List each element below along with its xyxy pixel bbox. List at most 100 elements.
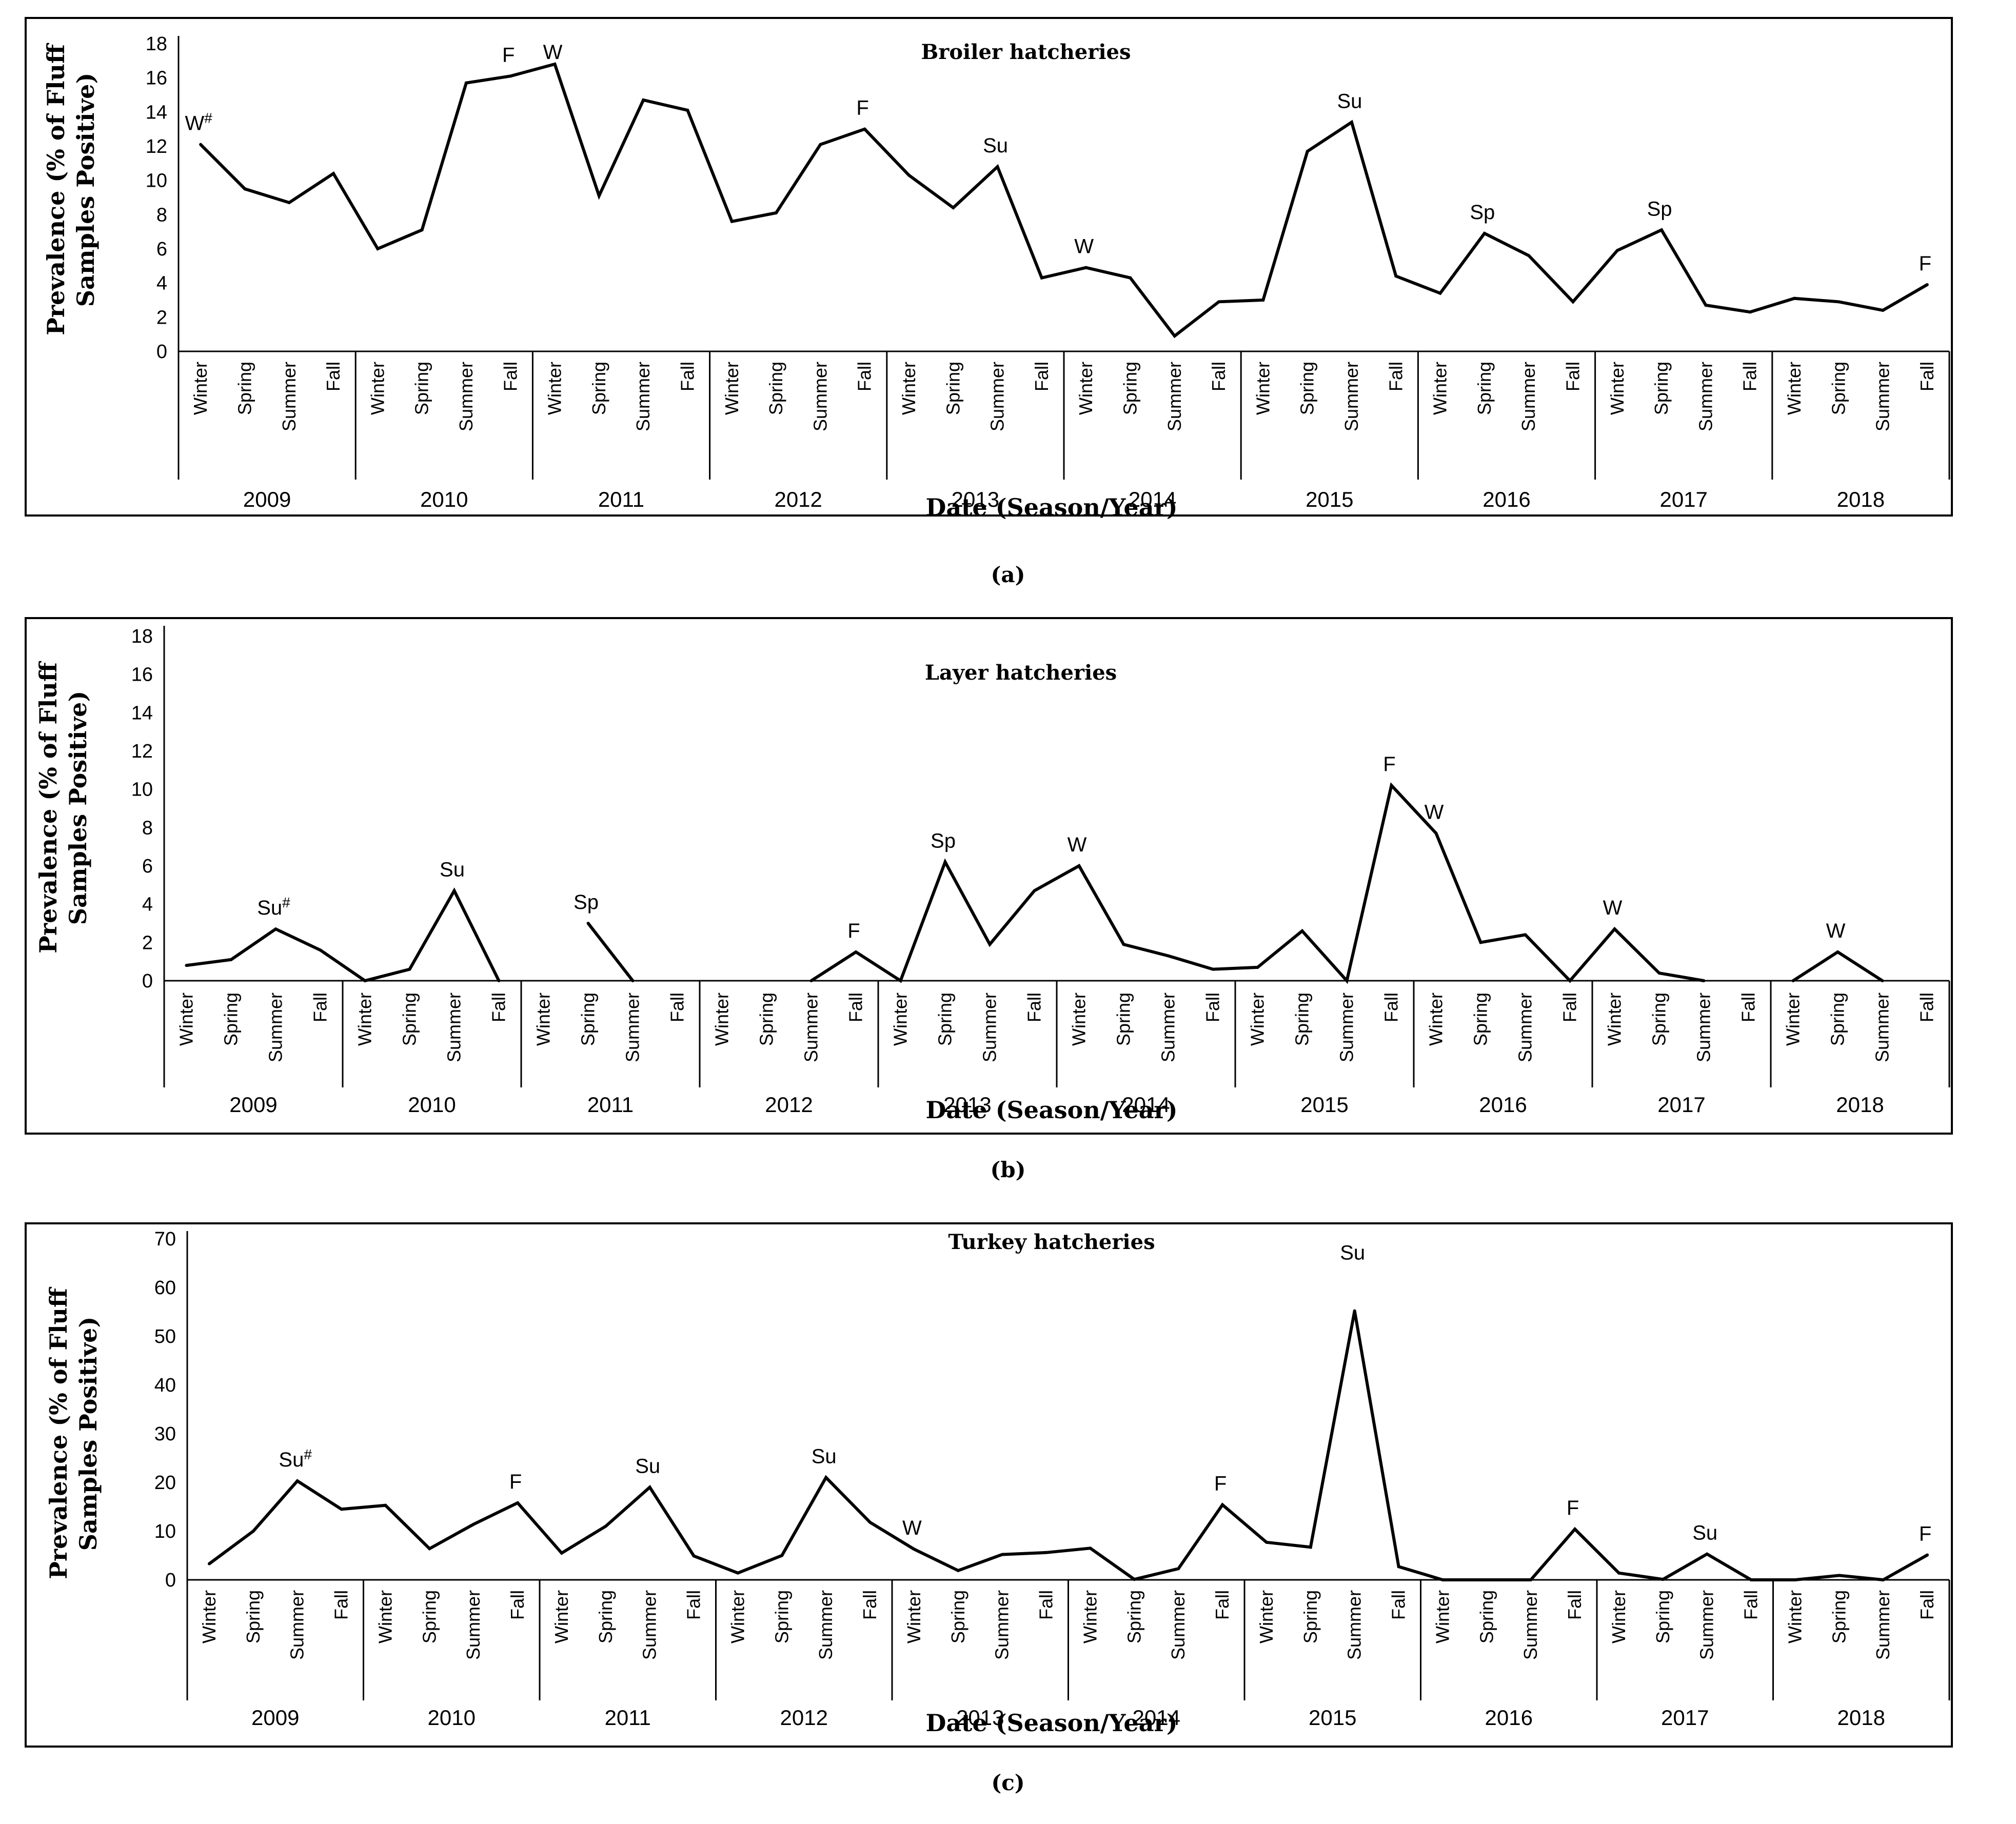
season-tick-label: Summer bbox=[1695, 362, 1716, 431]
y-tick-label: 6 bbox=[142, 856, 153, 877]
season-tick-label: Winter bbox=[1252, 362, 1273, 415]
y-tick-label: 50 bbox=[154, 1326, 176, 1347]
data-point bbox=[1309, 1545, 1312, 1549]
data-point bbox=[1660, 228, 1664, 232]
panel-frame bbox=[25, 17, 1953, 517]
peak-season-label: Su bbox=[1337, 90, 1362, 112]
data-point bbox=[1044, 1551, 1048, 1554]
data-point bbox=[1129, 276, 1132, 280]
season-tick-label: Winter bbox=[903, 1590, 924, 1643]
data-point bbox=[1438, 291, 1442, 295]
data-point bbox=[1705, 1552, 1709, 1556]
peak-season-label: Su bbox=[635, 1455, 660, 1478]
y-tick-label: 8 bbox=[156, 204, 167, 226]
data-point bbox=[1524, 933, 1527, 937]
year-label: 2009 bbox=[229, 1093, 277, 1117]
season-tick-label: Fall bbox=[1208, 362, 1229, 391]
season-tick-label: Spring bbox=[234, 362, 255, 415]
peak-season-label: F bbox=[856, 97, 868, 120]
series-line bbox=[186, 887, 501, 983]
data-point bbox=[736, 1571, 740, 1575]
data-point bbox=[1167, 954, 1170, 958]
peak-season-label: F bbox=[509, 1471, 522, 1493]
data-point bbox=[988, 943, 992, 946]
year-label: 2015 bbox=[1300, 1093, 1348, 1117]
peak-season-label: W bbox=[1425, 801, 1444, 824]
season-tick-label: Summer bbox=[987, 362, 1008, 431]
season-tick-label: Summer bbox=[287, 1590, 308, 1660]
season-tick-label: Fall bbox=[1036, 1590, 1057, 1620]
season-tick-label: Winter bbox=[1247, 993, 1268, 1046]
season-tick-label: Fall bbox=[1562, 362, 1583, 391]
series-line bbox=[810, 782, 1705, 984]
season-tick-label: Winter bbox=[1426, 993, 1447, 1046]
data-point bbox=[631, 979, 635, 982]
season-tick-label: Spring bbox=[419, 1590, 440, 1643]
data-point bbox=[1792, 296, 1796, 300]
season-tick-label: Fall bbox=[500, 362, 521, 391]
season-tick-label: Winter bbox=[1430, 362, 1451, 415]
season-tick-label: Summer bbox=[815, 1590, 836, 1660]
data-point bbox=[274, 927, 278, 931]
season-tick-label: Spring bbox=[1297, 362, 1318, 415]
data-point bbox=[1704, 304, 1708, 307]
season-tick-label: Spring bbox=[765, 362, 786, 415]
data-point bbox=[553, 63, 557, 66]
peak-season-label: F bbox=[1567, 1497, 1579, 1519]
year-label: 2011 bbox=[598, 487, 644, 511]
season-tick-label: Fall bbox=[331, 1590, 352, 1620]
data-point bbox=[1345, 979, 1349, 982]
season-tick-label: Summer bbox=[1168, 1590, 1189, 1660]
season-tick-label: Winter bbox=[367, 362, 388, 415]
x-axis-label: Date (Season/Year) bbox=[925, 1096, 1177, 1124]
season-tick-label: Winter bbox=[721, 362, 742, 415]
data-point bbox=[1836, 950, 1840, 954]
data-point bbox=[1615, 249, 1619, 252]
peak-season-label: Sp bbox=[1647, 197, 1672, 220]
panel-frame bbox=[25, 1222, 1953, 1748]
data-point bbox=[686, 109, 689, 112]
peak-season-label: W# bbox=[185, 110, 212, 135]
data-point bbox=[943, 860, 947, 864]
season-tick-label: Summer bbox=[1693, 993, 1714, 1062]
year-label: 2018 bbox=[1837, 1706, 1885, 1730]
season-tick-label: Summer bbox=[979, 993, 1000, 1062]
data-point bbox=[1264, 1540, 1268, 1544]
data-point bbox=[1881, 979, 1884, 982]
data-point bbox=[1306, 150, 1309, 153]
data-point bbox=[586, 922, 590, 925]
data-point bbox=[775, 211, 778, 214]
data-point bbox=[1177, 1567, 1180, 1571]
peak-season-label: W bbox=[1074, 235, 1094, 258]
data-point bbox=[1837, 1574, 1841, 1577]
y-tick-label: 10 bbox=[131, 779, 153, 801]
year-label: 2013 bbox=[943, 1093, 991, 1117]
season-tick-label: Spring bbox=[1476, 1590, 1497, 1643]
season-tick-label: Summer bbox=[1158, 993, 1179, 1062]
season-tick-label: Summer bbox=[463, 1590, 484, 1660]
year-label: 2010 bbox=[408, 1093, 456, 1117]
season-tick-label: Fall bbox=[1741, 1590, 1762, 1620]
season-tick-label: Winter bbox=[1079, 1590, 1100, 1643]
data-point bbox=[452, 889, 456, 893]
season-tick-label: Fall bbox=[1388, 1590, 1409, 1620]
season-tick-label: Winter bbox=[898, 362, 919, 415]
peak-season-label: Sp bbox=[1470, 201, 1495, 224]
data-point bbox=[287, 201, 291, 204]
season-tick-label: Summer bbox=[1344, 1590, 1365, 1660]
chart-panel-a: 0 2 4 6 8 10 12 14 16 18 Winter Spring Summer Fall Win… bbox=[25, 17, 1953, 521]
series-line bbox=[208, 1311, 1928, 1582]
y-tick-label: 14 bbox=[146, 102, 167, 123]
data-point bbox=[819, 143, 822, 146]
season-tick-label: Winter bbox=[354, 993, 375, 1046]
y-tick-label: 8 bbox=[142, 817, 153, 839]
data-point bbox=[363, 979, 367, 982]
year-label: 2013 bbox=[952, 487, 999, 511]
season-tick-label: Spring bbox=[947, 1590, 969, 1643]
peak-season-label: F bbox=[1383, 753, 1395, 776]
peak-season-label: W bbox=[543, 41, 563, 64]
season-tick-label: Spring bbox=[588, 362, 609, 415]
data-point bbox=[1882, 1578, 1885, 1581]
data-point bbox=[1748, 310, 1752, 314]
season-tick-label: Summer bbox=[265, 993, 286, 1062]
